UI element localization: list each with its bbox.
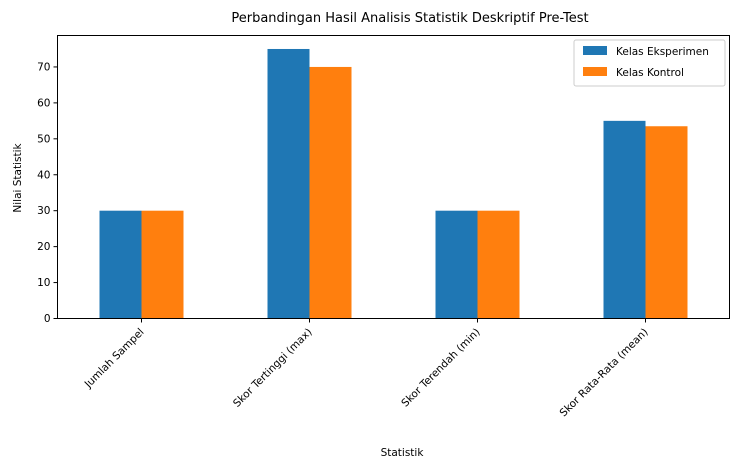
y-tick-label-20: 20 <box>37 241 50 253</box>
legend-label-kelas-kontrol: Kelas Kontrol <box>616 67 684 79</box>
y-tick-label-50: 50 <box>37 133 50 145</box>
x-tick-label-skor-terendah-min: Skor Terendah (min) <box>399 326 482 409</box>
y-axis: 0 10 20 30 40 50 60 70 <box>37 61 58 325</box>
bar-kelas-eksperimen-jumlah-sampel <box>99 210 142 319</box>
bar-kelas-kontrol-skor-tertinggi-max <box>309 66 352 319</box>
x-tick-label-skor-rata-rata-mean: Skor Rata-Rata (mean) <box>558 326 651 419</box>
y-tick-label-30: 30 <box>37 205 50 217</box>
x-axis-title: Statistik <box>381 447 425 459</box>
bar-kelas-kontrol-skor-rata-rata-mean <box>645 126 688 319</box>
y-tick-label-40: 40 <box>37 169 50 181</box>
chart-title: Perbandingan Hasil Analisis Statistik De… <box>231 11 588 26</box>
x-tick-label-jumlah-sampel: Jumlah Sampel <box>82 326 147 391</box>
y-axis-title: Nilai Statistik <box>12 142 24 212</box>
y-tick-label-0: 0 <box>44 313 51 325</box>
y-tick-label-60: 60 <box>37 97 50 109</box>
bar-kelas-eksperimen-skor-rata-rata-mean <box>603 120 646 319</box>
bars-layer <box>99 48 688 319</box>
y-tick-label-70: 70 <box>37 61 50 73</box>
x-tick-label-skor-tertinggi-max: Skor Tertinggi (max) <box>231 326 315 410</box>
legend-swatch-kelas-eksperimen <box>583 46 607 55</box>
legend-swatch-kelas-kontrol <box>583 67 607 76</box>
y-tick-label-10: 10 <box>37 277 50 289</box>
bar-kelas-eksperimen-skor-terendah-min <box>435 210 478 319</box>
legend: Kelas Eksperimen Kelas Kontrol <box>573 39 726 87</box>
legend-frame <box>573 39 726 87</box>
bar-kelas-eksperimen-skor-tertinggi-max <box>267 48 310 319</box>
plot-frame <box>57 35 730 319</box>
bar-kelas-kontrol-jumlah-sampel <box>141 210 184 319</box>
legend-label-kelas-eksperimen: Kelas Eksperimen <box>616 46 709 58</box>
x-axis: Jumlah Sampel Skor Tertinggi (max) Skor Te… <box>82 318 651 419</box>
bar-kelas-kontrol-skor-terendah-min <box>477 210 520 319</box>
